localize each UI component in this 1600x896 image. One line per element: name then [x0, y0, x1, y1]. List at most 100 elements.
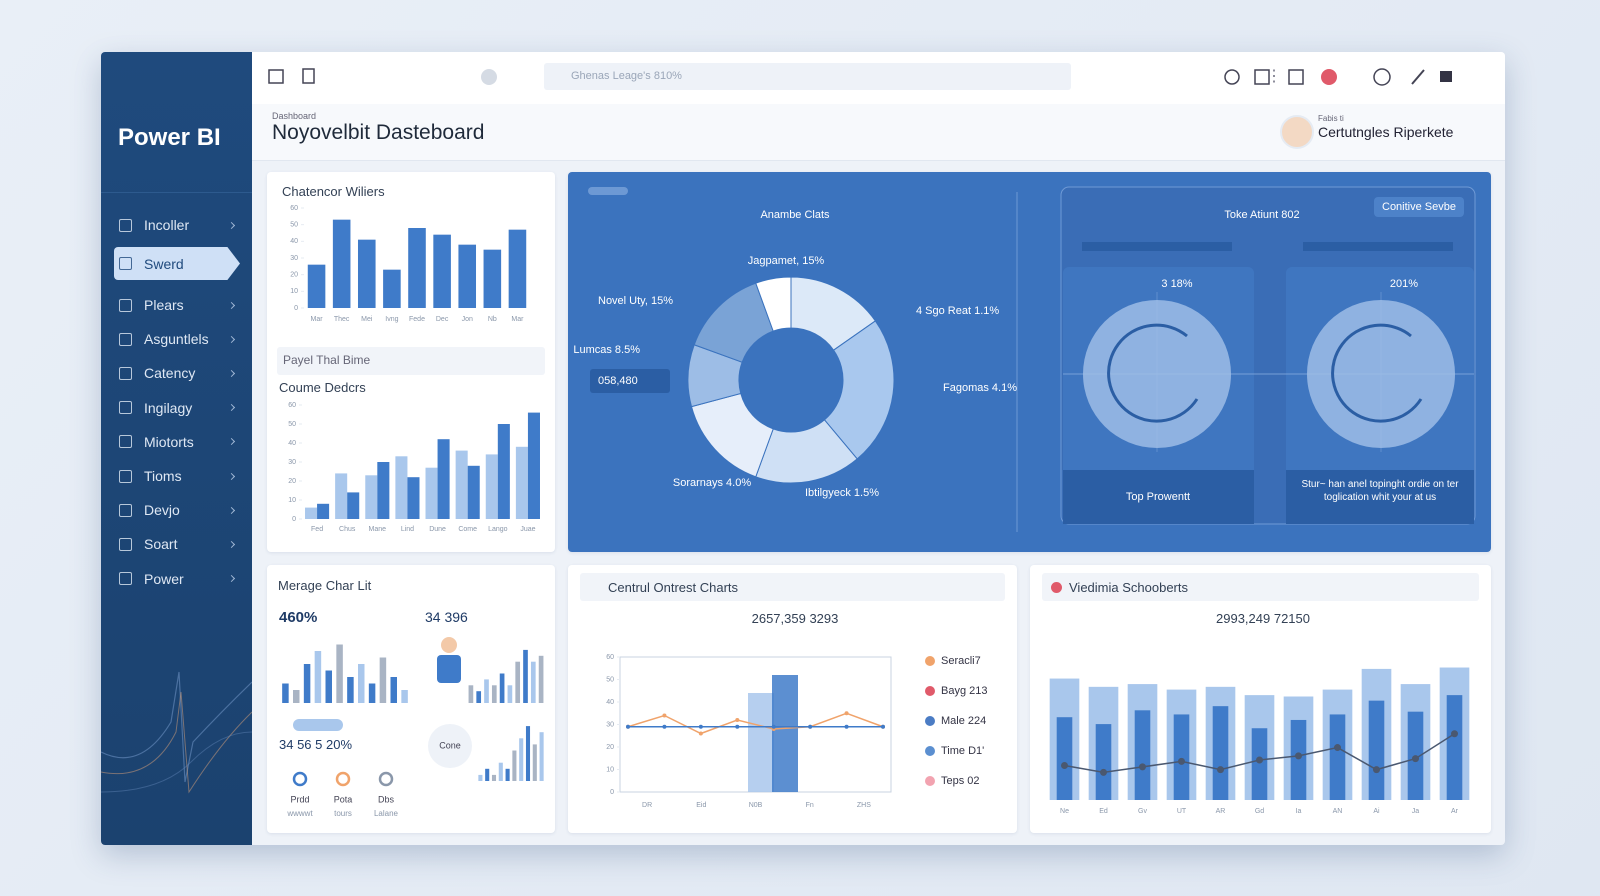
mini-bar: [498, 762, 503, 781]
user-name[interactable]: Certutngles Riperkete: [1318, 124, 1454, 140]
y-tick-label: 40: [290, 238, 298, 245]
legend-label: Dbs: [378, 794, 395, 804]
menu-item[interactable]: Miotorts: [114, 427, 240, 457]
menu-item[interactable]: Ingilagy: [114, 393, 240, 423]
legend-icon: [378, 771, 394, 787]
search-box[interactable]: Ghenas Leage's 810%: [544, 63, 1071, 90]
menu-icon: [119, 401, 132, 415]
more-icon[interactable]: ⋮: [1266, 68, 1282, 85]
school-panel: Viedimia Schooberts 2993,249 72150 Ne Ed G…: [1030, 565, 1491, 833]
menu-label: Soart: [144, 536, 178, 553]
legend-sub: wwwwt: [286, 809, 313, 818]
clock-icon[interactable]: [1224, 69, 1240, 85]
point: [1100, 768, 1107, 776]
bar: [383, 269, 401, 308]
mini-bar: [530, 661, 536, 703]
center-label-box: [590, 369, 670, 393]
y-tick-label: 40: [606, 699, 614, 706]
bar: [377, 462, 390, 519]
menu-item[interactable]: Asguntlels: [114, 324, 240, 354]
legend-icon: [292, 771, 308, 787]
sub-header: [277, 347, 545, 375]
alert-icon[interactable]: [1321, 69, 1337, 85]
bar: [1173, 714, 1190, 800]
doc-icon[interactable]: [302, 68, 315, 84]
button[interactable]: [1374, 197, 1464, 217]
point: [626, 724, 630, 729]
panel-title: Viedimia Schooberts: [1069, 580, 1188, 595]
legend-sub: tours: [334, 809, 352, 818]
menu-icon: [119, 572, 132, 586]
x-tick-label: UT: [1177, 808, 1187, 815]
menu-icon[interactable]: [1440, 71, 1452, 82]
merge-panel: Merage Char Lit 460% 34 396 34 56 5 20% …: [267, 565, 555, 833]
point: [1061, 762, 1068, 769]
x-tick-label: Come: [458, 526, 477, 533]
line-panel: Centrul Ontrest Charts 2657,359 3293 0 10…: [568, 565, 1017, 833]
panel-title: Centrul Ontrest Charts: [608, 580, 739, 595]
topbar: ⋮ Ghenas Leage's 810%: [252, 52, 1505, 104]
menu-label: Plears: [144, 297, 184, 313]
menu-icon: [119, 257, 132, 270]
panel-title: Merage Char Lit: [278, 578, 372, 593]
x-tick-label: Juae: [520, 526, 535, 533]
pen-icon[interactable]: [1411, 69, 1425, 85]
user-role: Fabis ti: [1318, 114, 1344, 123]
app-window: Power BI Incoller Swerd Plears Asguntlels Ca…: [101, 52, 1505, 845]
panel-icon: [1051, 582, 1062, 593]
mini-bar: [358, 664, 365, 703]
menu-item[interactable]: Tioms: [114, 461, 240, 491]
point: [698, 731, 703, 736]
menu-icon: [119, 503, 132, 517]
y-tick-label: 0: [294, 305, 298, 312]
mini-bar: [476, 691, 482, 703]
x-tick-label: AR: [1216, 808, 1226, 815]
menu-item[interactable]: Soart: [114, 529, 240, 559]
page-header: Dashboard Noyovelbit Dasteboard Fabis ti…: [252, 104, 1505, 161]
point: [735, 718, 740, 722]
button-label[interactable]: Conitive Sevbe: [1382, 201, 1456, 213]
chevron: [227, 301, 236, 309]
mini-bar: [519, 738, 524, 781]
menu-item-active[interactable]: Swerd: [114, 247, 240, 280]
menu-item[interactable]: Power: [114, 564, 240, 594]
menu-label: Asguntlels: [144, 331, 209, 348]
menu-icon: [119, 298, 132, 312]
bar: [365, 475, 378, 519]
x-tick-label: N0B: [749, 802, 763, 809]
legend-label: Seracli7: [941, 655, 981, 667]
image-icon[interactable]: [1254, 69, 1270, 85]
chevron: [227, 404, 236, 412]
menu-label: Devjo: [144, 502, 180, 519]
x-tick-label: Chus: [339, 526, 356, 533]
mini-bar: [347, 677, 354, 703]
book-icon[interactable]: [268, 69, 284, 84]
y-tick-label: 30: [288, 459, 296, 466]
menu-item[interactable]: Plears: [114, 290, 240, 320]
status-icon[interactable]: [481, 69, 497, 85]
bar: [515, 446, 528, 519]
menu-label: Catency: [144, 365, 196, 382]
chevron: [227, 575, 236, 583]
menu-label: Tioms: [144, 468, 182, 484]
bar: [1134, 710, 1151, 800]
x-tick-label: Mane: [369, 526, 387, 533]
menu-item[interactable]: Incoller: [114, 210, 240, 240]
mini-bar: [515, 661, 521, 703]
sidebar: Power BI Incoller Swerd Plears Asguntlels Ca…: [101, 52, 252, 845]
notes-icon[interactable]: [1288, 69, 1304, 85]
globe-icon[interactable]: [1373, 68, 1391, 86]
panel-title: Chatencor Wiliers: [282, 184, 385, 199]
x-tick-label: Ia: [1296, 808, 1302, 815]
donut-gauge-chart: Anambe Clats Toke Atiunt 802 Conitive Se…: [573, 186, 1476, 532]
mini-bar: [368, 683, 376, 703]
y-tick-label: 50: [288, 421, 296, 428]
x-tick-label: Lind: [401, 526, 414, 533]
menu-item[interactable]: Catency: [114, 358, 240, 388]
bars-panel: Chatencor Wiliers Payel Thal Bime Coume …: [267, 172, 555, 552]
y-tick-label: 20: [288, 478, 296, 485]
avatar[interactable]: [1280, 115, 1314, 149]
donut-title: Anambe Clats: [760, 209, 830, 221]
menu-item[interactable]: Devjo: [114, 495, 240, 525]
center-label: 058,480: [598, 375, 638, 387]
